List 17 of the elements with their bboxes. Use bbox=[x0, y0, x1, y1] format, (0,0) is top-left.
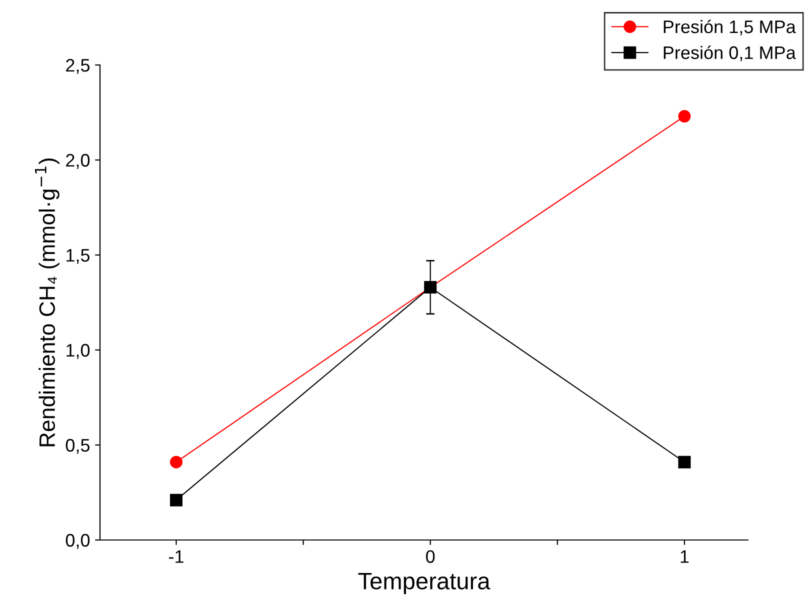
legend-label: Presión 0,1 MPa bbox=[664, 46, 796, 62]
y-axis-title: Rendimiento CH₄ (mmol·g$^{−1}$) bbox=[34, 158, 60, 446]
y-tick-label: 0,5 bbox=[66, 438, 90, 454]
x-tick-label: 0 bbox=[426, 550, 435, 563]
point bbox=[678, 456, 691, 468]
y-tick-label: 1,5 bbox=[66, 249, 90, 264]
point bbox=[170, 456, 182, 468]
y-tick-label: 0,0 bbox=[66, 534, 90, 549]
point bbox=[678, 110, 691, 123]
y-tick-label: 1,0 bbox=[66, 344, 90, 359]
x-axis-title: Temperatura bbox=[358, 572, 490, 594]
y-tick-label: 2,0 bbox=[66, 154, 90, 169]
x-tick-label: -1 bbox=[169, 550, 184, 563]
y-tick-label: 2,5 bbox=[66, 58, 90, 74]
point bbox=[170, 494, 182, 506]
legend-label: Presión 1,5 MPa bbox=[664, 20, 796, 36]
x-tick-label: 1 bbox=[680, 550, 689, 563]
